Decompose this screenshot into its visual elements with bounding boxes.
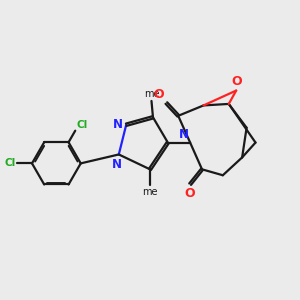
Text: O: O: [153, 88, 164, 101]
Text: me: me: [142, 187, 158, 197]
Text: N: N: [178, 128, 189, 141]
Text: N: N: [113, 118, 123, 131]
Text: N: N: [112, 158, 122, 171]
Text: O: O: [231, 75, 242, 88]
Text: O: O: [185, 187, 195, 200]
Text: Cl: Cl: [4, 158, 16, 168]
Text: me: me: [144, 89, 159, 99]
Text: Cl: Cl: [76, 120, 87, 130]
